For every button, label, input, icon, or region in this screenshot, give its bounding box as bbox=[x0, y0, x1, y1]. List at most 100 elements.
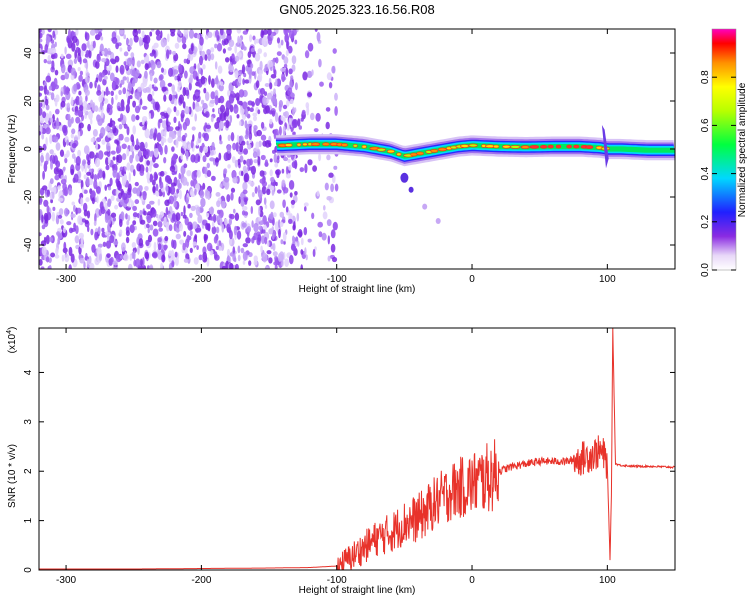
noise-cell bbox=[194, 234, 198, 240]
noise-cell bbox=[139, 209, 143, 217]
noise-cell bbox=[169, 129, 174, 137]
noise-cell bbox=[95, 140, 98, 151]
noise-cell bbox=[52, 155, 56, 165]
noise-cell bbox=[53, 52, 58, 59]
noise-cell bbox=[157, 243, 162, 251]
noise-cell bbox=[60, 74, 66, 81]
noise-cell bbox=[170, 32, 175, 37]
noise-cell bbox=[311, 212, 315, 219]
noise-cell bbox=[96, 246, 102, 255]
noise-cell bbox=[226, 223, 231, 233]
noise-cell bbox=[45, 104, 50, 111]
noise-cell bbox=[303, 202, 309, 207]
noise-cell bbox=[60, 63, 66, 74]
noise-cell bbox=[135, 258, 141, 268]
noise-cell bbox=[267, 240, 270, 247]
noise-cell bbox=[264, 266, 269, 269]
noise-cell bbox=[179, 189, 182, 200]
noise-cell bbox=[261, 229, 266, 234]
noise-cell bbox=[237, 245, 241, 254]
noise-cell bbox=[137, 29, 141, 34]
noise-cell bbox=[154, 148, 160, 153]
noise-cell bbox=[84, 163, 87, 174]
noise-cell bbox=[100, 206, 106, 215]
noise-cell bbox=[168, 126, 174, 132]
noise-cell bbox=[172, 153, 177, 160]
noise-cell bbox=[248, 166, 254, 171]
noise-cell bbox=[165, 117, 169, 128]
noise-cell bbox=[247, 143, 252, 150]
noise-cell bbox=[43, 199, 49, 207]
noise-cell bbox=[107, 156, 111, 165]
noise-cell bbox=[279, 211, 285, 218]
noise-cell bbox=[259, 170, 265, 177]
noise-cell bbox=[328, 172, 334, 178]
noise-cell bbox=[188, 82, 192, 91]
noise-cell bbox=[212, 213, 217, 223]
noise-cell bbox=[229, 263, 234, 269]
noise-cell bbox=[110, 90, 114, 97]
noise-cell bbox=[190, 180, 194, 187]
noise-cell bbox=[330, 243, 336, 253]
noise-cell bbox=[101, 139, 106, 145]
noise-cell bbox=[93, 220, 97, 226]
noise-cell bbox=[285, 206, 289, 213]
spectral-peak bbox=[430, 149, 439, 153]
noise-cell bbox=[155, 183, 159, 192]
noise-cell bbox=[266, 188, 271, 196]
noise-cell bbox=[45, 256, 50, 263]
noise-cell bbox=[149, 52, 155, 57]
spectrogram-x-ticks: -300 -200 -100 0 100 bbox=[56, 29, 616, 285]
noise-cell bbox=[112, 81, 116, 91]
spectral-peak bbox=[547, 144, 554, 149]
noise-cell bbox=[89, 29, 96, 36]
noise-cell bbox=[62, 124, 67, 134]
noise-cell bbox=[53, 136, 59, 143]
noise-cell bbox=[123, 51, 129, 57]
noise-cell bbox=[39, 38, 43, 43]
noise-cell bbox=[121, 143, 127, 150]
noise-cell bbox=[152, 179, 156, 186]
noise-cell bbox=[235, 92, 240, 101]
noise-cell bbox=[284, 258, 289, 268]
noise-cell bbox=[153, 42, 159, 49]
noise-cell bbox=[209, 249, 214, 256]
noise-cell bbox=[42, 170, 45, 180]
noise-cell bbox=[97, 243, 103, 248]
x-tick-label: -300 bbox=[56, 575, 76, 586]
noise-cell bbox=[253, 125, 258, 131]
noise-cell bbox=[120, 255, 124, 259]
noise-cell bbox=[59, 219, 64, 225]
colorbar-tick-label: 0.2 bbox=[700, 214, 711, 228]
noise-cell bbox=[194, 91, 200, 97]
noise-cell bbox=[196, 140, 199, 147]
noise-cell bbox=[160, 262, 164, 269]
noise-cell bbox=[219, 95, 225, 104]
noise-cell bbox=[238, 89, 245, 98]
noise-cell bbox=[198, 106, 203, 112]
noise-cell bbox=[209, 151, 214, 156]
noise-cell bbox=[166, 49, 170, 59]
noise-cell bbox=[71, 42, 76, 52]
noise-cell bbox=[190, 43, 194, 52]
noise-cell bbox=[90, 137, 95, 143]
noise-cell bbox=[149, 72, 153, 82]
noise-cell bbox=[149, 264, 154, 269]
noise-cell bbox=[184, 70, 188, 79]
noise-cell bbox=[100, 101, 103, 111]
noise-cell bbox=[171, 260, 175, 268]
noise-cell bbox=[211, 141, 215, 151]
noise-cell bbox=[58, 214, 63, 219]
y-tick-label: 1 bbox=[23, 517, 34, 523]
noise-cell bbox=[214, 77, 219, 85]
noise-cell bbox=[223, 168, 228, 175]
noise-cell bbox=[249, 158, 253, 166]
noise-cell bbox=[196, 169, 201, 178]
noise-cell bbox=[173, 116, 177, 124]
noise-cell bbox=[140, 59, 145, 65]
noise-cell bbox=[94, 213, 97, 223]
noise-cell bbox=[291, 161, 298, 169]
noise-cell bbox=[130, 60, 135, 65]
noise-cell bbox=[152, 186, 156, 193]
noise-cell bbox=[184, 106, 190, 115]
